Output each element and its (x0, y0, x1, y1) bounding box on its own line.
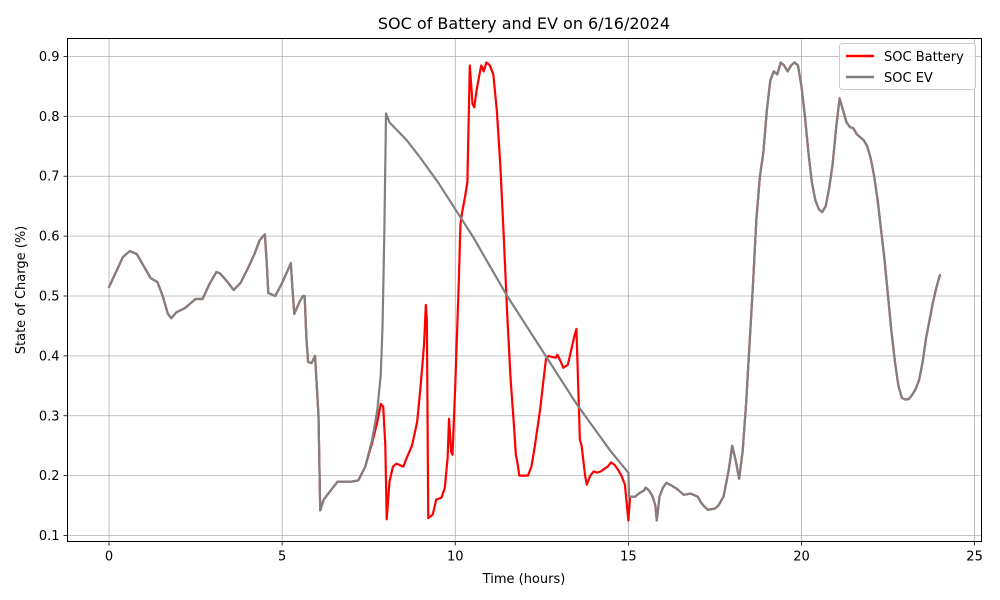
y-tick-label: 0.8 (39, 110, 60, 125)
legend-label-soc-ev: SOC EV (884, 71, 933, 86)
y-tick-label: 0.4 (39, 349, 60, 364)
x-tick-label: 15 (620, 550, 637, 565)
series-line-soc-ev (107, 61, 942, 522)
grid-lines (67, 38, 982, 542)
y-tick-label: 0.6 (39, 230, 60, 245)
axis-ticks: 0 5 10 15 20 25 0.1 0.2 0.3 0.4 0.5 0.6 0.7 0.8 0.9 (39, 50, 983, 565)
x-tick-label: 0 (105, 550, 113, 565)
y-tick-label: 0.9 (39, 50, 60, 65)
y-tick-label: 0.2 (39, 469, 60, 484)
y-tick-label: 0.3 (39, 409, 60, 424)
series-lines (107, 61, 942, 522)
plot-frame (67, 38, 982, 542)
y-tick-label: 0.7 (39, 170, 60, 185)
x-axis-title: Time (hours) (482, 572, 566, 587)
chart-title: SOC of Battery and EV on 6/16/2024 (378, 14, 670, 33)
x-tick-label: 10 (447, 550, 464, 565)
x-tick-label: 5 (278, 550, 286, 565)
y-tick-label: 0.1 (39, 529, 60, 544)
legend-label-soc-battery: SOC Battery (884, 50, 964, 65)
y-axis-title: State of Charge (%) (14, 226, 29, 354)
x-tick-label: 25 (966, 550, 983, 565)
x-tick-label: 20 (793, 550, 810, 565)
y-tick-label: 0.5 (39, 289, 60, 304)
legend: SOC Battery SOC EV (839, 43, 976, 90)
